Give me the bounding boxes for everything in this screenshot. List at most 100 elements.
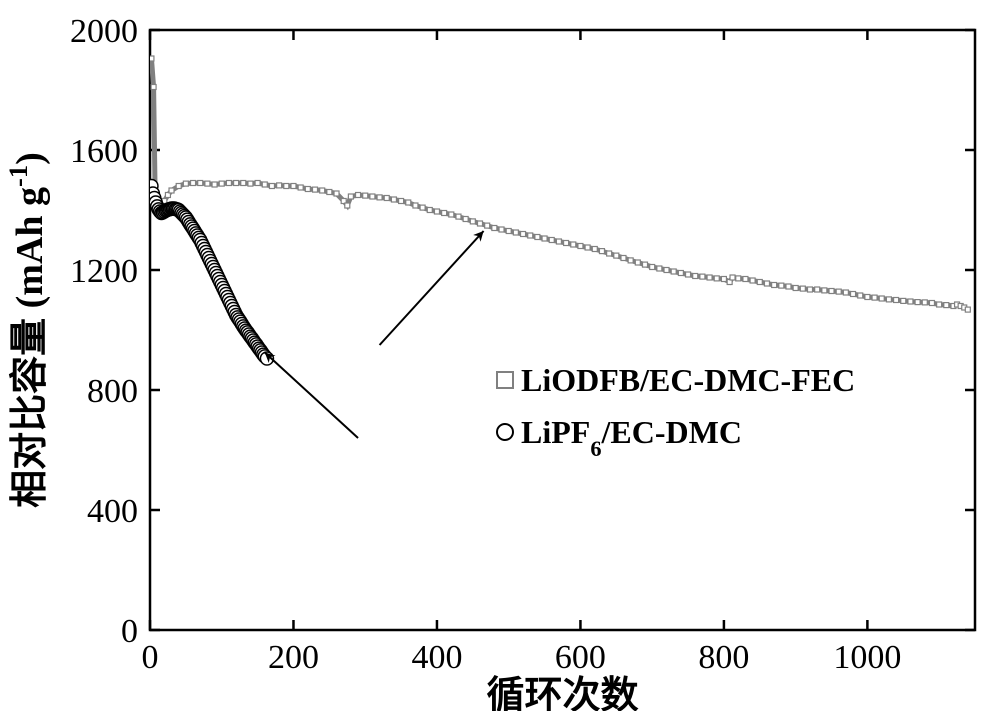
x-tick-label: 1000 [833, 639, 901, 676]
marker-square [528, 233, 533, 238]
marker-square [815, 287, 820, 292]
plot-frame [150, 30, 975, 630]
marker-square [915, 300, 920, 305]
x-tick-label: 600 [555, 639, 606, 676]
marker-square [313, 187, 318, 192]
marker-square [901, 298, 906, 303]
marker-square [427, 208, 432, 213]
marker-square [922, 300, 927, 305]
marker-square [714, 276, 719, 281]
marker-square [750, 278, 755, 283]
marker-square [965, 307, 970, 312]
marker-square [492, 226, 497, 231]
x-tick-label: 200 [268, 639, 319, 676]
marker-square [858, 293, 863, 298]
y-tick-label: 1600 [70, 133, 138, 170]
marker-square [764, 281, 769, 286]
y-tick-label: 400 [87, 493, 138, 530]
marker-square [671, 269, 676, 274]
marker-square [556, 239, 561, 244]
y-tick-label: 2000 [70, 13, 138, 50]
marker-square [614, 253, 619, 258]
annotation-arrow [380, 231, 484, 345]
marker-square [169, 188, 174, 193]
marker-square [664, 268, 669, 273]
series-0 [149, 56, 970, 312]
marker-square [463, 217, 468, 222]
marker-square [578, 244, 583, 249]
marker-square [571, 242, 576, 247]
marker-square [345, 203, 350, 208]
x-axis-label: 循环次数 [486, 675, 638, 711]
marker-square [772, 283, 777, 288]
marker-square [513, 230, 518, 235]
y-tick-label: 0 [121, 613, 138, 650]
marker-square [391, 197, 396, 202]
marker-square [650, 265, 655, 270]
marker-square [456, 214, 461, 219]
marker-square [851, 292, 856, 297]
marker-square [320, 188, 325, 193]
marker-square [779, 283, 784, 288]
marker-square [151, 85, 156, 90]
marker-square [226, 181, 231, 186]
legend-label: LiPF6/EC-DMC [521, 414, 742, 461]
marker-square [700, 274, 705, 279]
marker-square [793, 286, 798, 291]
marker-square [707, 275, 712, 280]
marker-square [348, 194, 353, 199]
marker-square [829, 289, 834, 294]
marker-square [592, 247, 597, 252]
marker-square [234, 181, 239, 186]
marker-square [808, 287, 813, 292]
marker-square [485, 223, 490, 228]
marker-square [198, 181, 203, 186]
marker-square [262, 182, 267, 187]
marker-square [205, 181, 210, 186]
marker-square [241, 181, 246, 186]
marker-square [176, 184, 181, 189]
marker-square [908, 299, 913, 304]
marker-square [499, 227, 504, 232]
marker-square [657, 266, 662, 271]
marker-square [721, 277, 726, 282]
marker-square [886, 297, 891, 302]
marker-square [434, 209, 439, 214]
x-tick-label: 0 [142, 639, 159, 676]
marker-square [363, 193, 368, 198]
marker-square [535, 235, 540, 240]
marker-square [521, 232, 526, 237]
marker-square [894, 298, 899, 303]
marker-square [291, 184, 296, 189]
capacity-cycle-chart: 020040060080010000400800120016002000循环次数… [0, 0, 1000, 711]
marker-square [255, 181, 260, 186]
marker-square [384, 196, 389, 201]
marker-square [607, 251, 612, 256]
marker-square [370, 194, 375, 199]
marker-square [730, 275, 735, 280]
marker-square [564, 241, 569, 246]
y-axis-label: 相对比容量 (mAh g-1) [3, 152, 51, 508]
marker-square [478, 221, 483, 226]
marker-square [836, 289, 841, 294]
marker-square [585, 245, 590, 250]
marker-square [442, 211, 447, 216]
marker-square [334, 191, 339, 196]
marker-square [865, 295, 870, 300]
marker-square [599, 249, 604, 254]
marker-square [822, 288, 827, 293]
legend-marker-circle [497, 424, 513, 440]
legend-marker-square [497, 372, 513, 388]
marker-square [678, 271, 683, 276]
marker-square [298, 185, 303, 190]
marker-square [944, 303, 949, 308]
marker-square [406, 200, 411, 205]
marker-square [219, 181, 224, 186]
marker-square [191, 181, 196, 186]
marker-square [284, 184, 289, 189]
marker-square [269, 184, 274, 189]
marker-square [872, 295, 877, 300]
y-tick-label: 800 [87, 373, 138, 410]
marker-square [686, 272, 691, 277]
marker-square [843, 290, 848, 295]
